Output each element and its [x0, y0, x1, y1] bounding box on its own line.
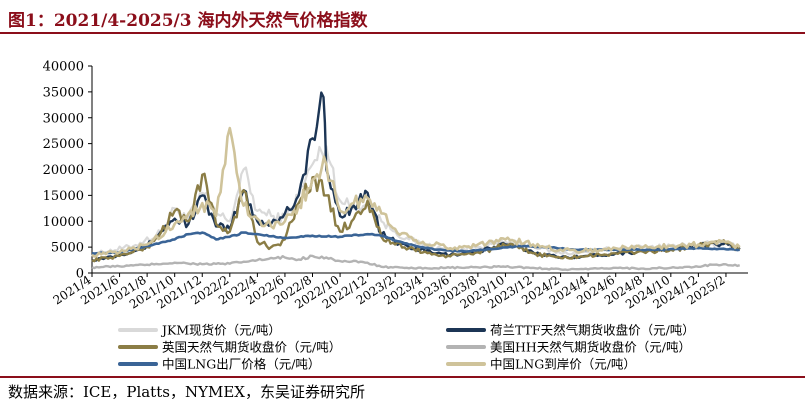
series-line-4	[91, 254, 741, 272]
y-tick-label: 20000	[43, 163, 84, 178]
legend-label-4: 美国HH天然气期货收盘价（元/吨）	[490, 340, 691, 355]
y-tick-label: 25000	[43, 137, 84, 152]
y-tick-label: 40000	[43, 60, 84, 75]
series-line-2	[91, 91, 741, 262]
y-tick-label: 5000	[51, 241, 84, 256]
legend-label-6: 中国LNG到岸价（元/吨）	[490, 357, 636, 372]
line-chart: 0 5000 10000 15000 20000 25000 30000 35000 40000…	[43, 60, 748, 372]
series-line-3	[91, 172, 741, 263]
legend-label-5: 中国LNG出厂价格（元/吨）	[162, 357, 320, 372]
y-tick-label: 0	[76, 267, 84, 282]
chart-legend: JKM现货价（元/吨） 荷兰TTF天然气期货收盘价（元/吨） 英国天然气期货收盘价（…	[118, 323, 695, 372]
series-line-6	[91, 126, 741, 258]
legend-label-2: 荷兰TTF天然气期货收盘价（元/吨）	[490, 323, 695, 338]
series-line-5	[91, 231, 740, 255]
y-tick-label: 15000	[43, 189, 84, 204]
y-tick-label: 30000	[43, 111, 84, 126]
legend-label-1: JKM现货价（元/吨）	[160, 323, 281, 338]
y-tick-label: 10000	[43, 215, 84, 230]
y-tick-label: 35000	[43, 85, 84, 100]
data-source-note: 数据来源：ICE，Platts，NYMEX，东吴证券研究所	[8, 383, 365, 401]
chart-axes: 0 5000 10000 15000 20000 25000 30000 35000 40000…	[43, 60, 748, 312]
top-rule	[0, 32, 805, 34]
figure-title: 图1：2021/4-2025/3 海内外天然气价格指数	[8, 11, 368, 31]
chart-series	[91, 91, 741, 272]
bottom-rule	[0, 376, 805, 378]
legend-label-3: 英国天然气期货收盘价（元/吨）	[162, 340, 341, 355]
